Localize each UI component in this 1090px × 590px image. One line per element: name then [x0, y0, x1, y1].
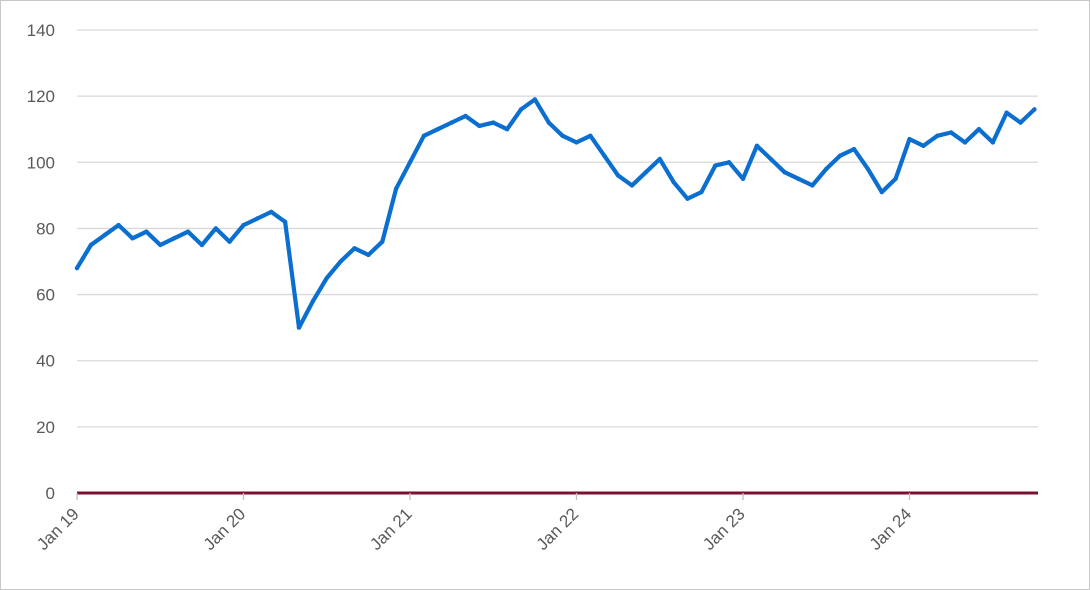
data-point	[657, 156, 662, 162]
data-point	[643, 170, 649, 175]
data-point	[1018, 120, 1023, 125]
gridlines	[77, 29, 1038, 428]
data-point	[310, 299, 316, 304]
data-point	[824, 166, 829, 172]
data-point	[185, 229, 191, 234]
data-point	[685, 196, 690, 201]
data-point	[324, 275, 329, 281]
data-point	[893, 176, 898, 181]
data-point	[213, 226, 218, 231]
data-point	[837, 153, 843, 158]
data-point	[796, 176, 801, 181]
data-point	[282, 219, 288, 224]
data-point	[477, 123, 482, 129]
y-tick-label: 40	[36, 352, 55, 371]
data-point	[366, 252, 371, 258]
data-point	[158, 242, 163, 248]
y-tick-label: 0	[46, 484, 55, 503]
data-point	[463, 113, 468, 119]
data-point	[171, 236, 177, 241]
data-point	[560, 133, 565, 138]
data-point	[907, 136, 912, 142]
data-point	[435, 127, 440, 132]
x-tick-label: Jan 22	[533, 504, 583, 554]
data-point	[699, 189, 704, 195]
data-point	[407, 160, 413, 165]
data-point	[921, 143, 926, 148]
data-point	[74, 265, 80, 271]
x-tick-label: Jan 19	[33, 504, 83, 554]
data-point	[948, 130, 954, 135]
data-point	[421, 133, 427, 138]
data-point	[338, 259, 343, 264]
data-point	[491, 120, 496, 125]
data-point	[296, 325, 302, 330]
data-point	[976, 127, 982, 132]
data-point	[602, 153, 607, 158]
data-point	[269, 209, 274, 215]
data-point	[518, 107, 524, 112]
y-tick-label: 140	[27, 21, 55, 40]
data-point	[380, 239, 385, 244]
data-point	[532, 97, 538, 102]
y-axis-ticks: 0 20 40 60 80 100 120 140	[27, 21, 55, 503]
data-point	[574, 140, 579, 145]
data-point	[449, 120, 454, 125]
data-point	[782, 170, 787, 175]
data-point	[588, 133, 593, 138]
y-tick-label: 100	[27, 153, 55, 172]
x-tick-label: Jan 21	[366, 504, 416, 554]
y-tick-label: 20	[36, 418, 55, 437]
x-tick-label: Jan 24	[866, 504, 916, 554]
data-point	[768, 156, 773, 162]
data-point	[255, 216, 260, 221]
x-axis-ticks: Jan 19 Jan 20 Jan 21 Jan 22 Jan 23 Jan 24	[33, 493, 915, 554]
data-point	[754, 143, 760, 148]
series-group	[74, 97, 1037, 330]
y-tick-label: 120	[27, 87, 55, 106]
y-tick-label: 60	[36, 286, 55, 305]
data-point	[726, 160, 732, 165]
data-point	[116, 222, 121, 228]
data-point	[810, 183, 815, 188]
data-point	[1004, 110, 1009, 115]
data-point	[504, 127, 510, 132]
y-tick-label: 80	[36, 219, 55, 238]
data-point	[671, 179, 676, 185]
data-point	[227, 239, 232, 244]
data-point	[935, 133, 940, 138]
data-point	[546, 120, 551, 125]
data-point	[615, 173, 621, 178]
data-point	[713, 163, 718, 168]
data-point	[144, 229, 149, 234]
x-tick-label: Jan 20	[200, 504, 250, 554]
data-point	[990, 140, 995, 145]
data-point	[865, 166, 871, 172]
data-point	[879, 189, 884, 195]
data-point	[629, 183, 635, 188]
series-line	[74, 97, 1037, 330]
data-point	[851, 146, 857, 152]
data-point	[199, 242, 205, 248]
data-point	[88, 242, 94, 248]
data-point	[393, 186, 399, 191]
data-point	[962, 140, 968, 145]
data-point	[740, 176, 746, 181]
data-point	[102, 232, 108, 238]
data-point	[352, 246, 357, 251]
x-tick-label: Jan 23	[699, 504, 749, 554]
data-point	[241, 222, 246, 228]
data-point	[1032, 107, 1037, 112]
data-point	[130, 236, 135, 241]
